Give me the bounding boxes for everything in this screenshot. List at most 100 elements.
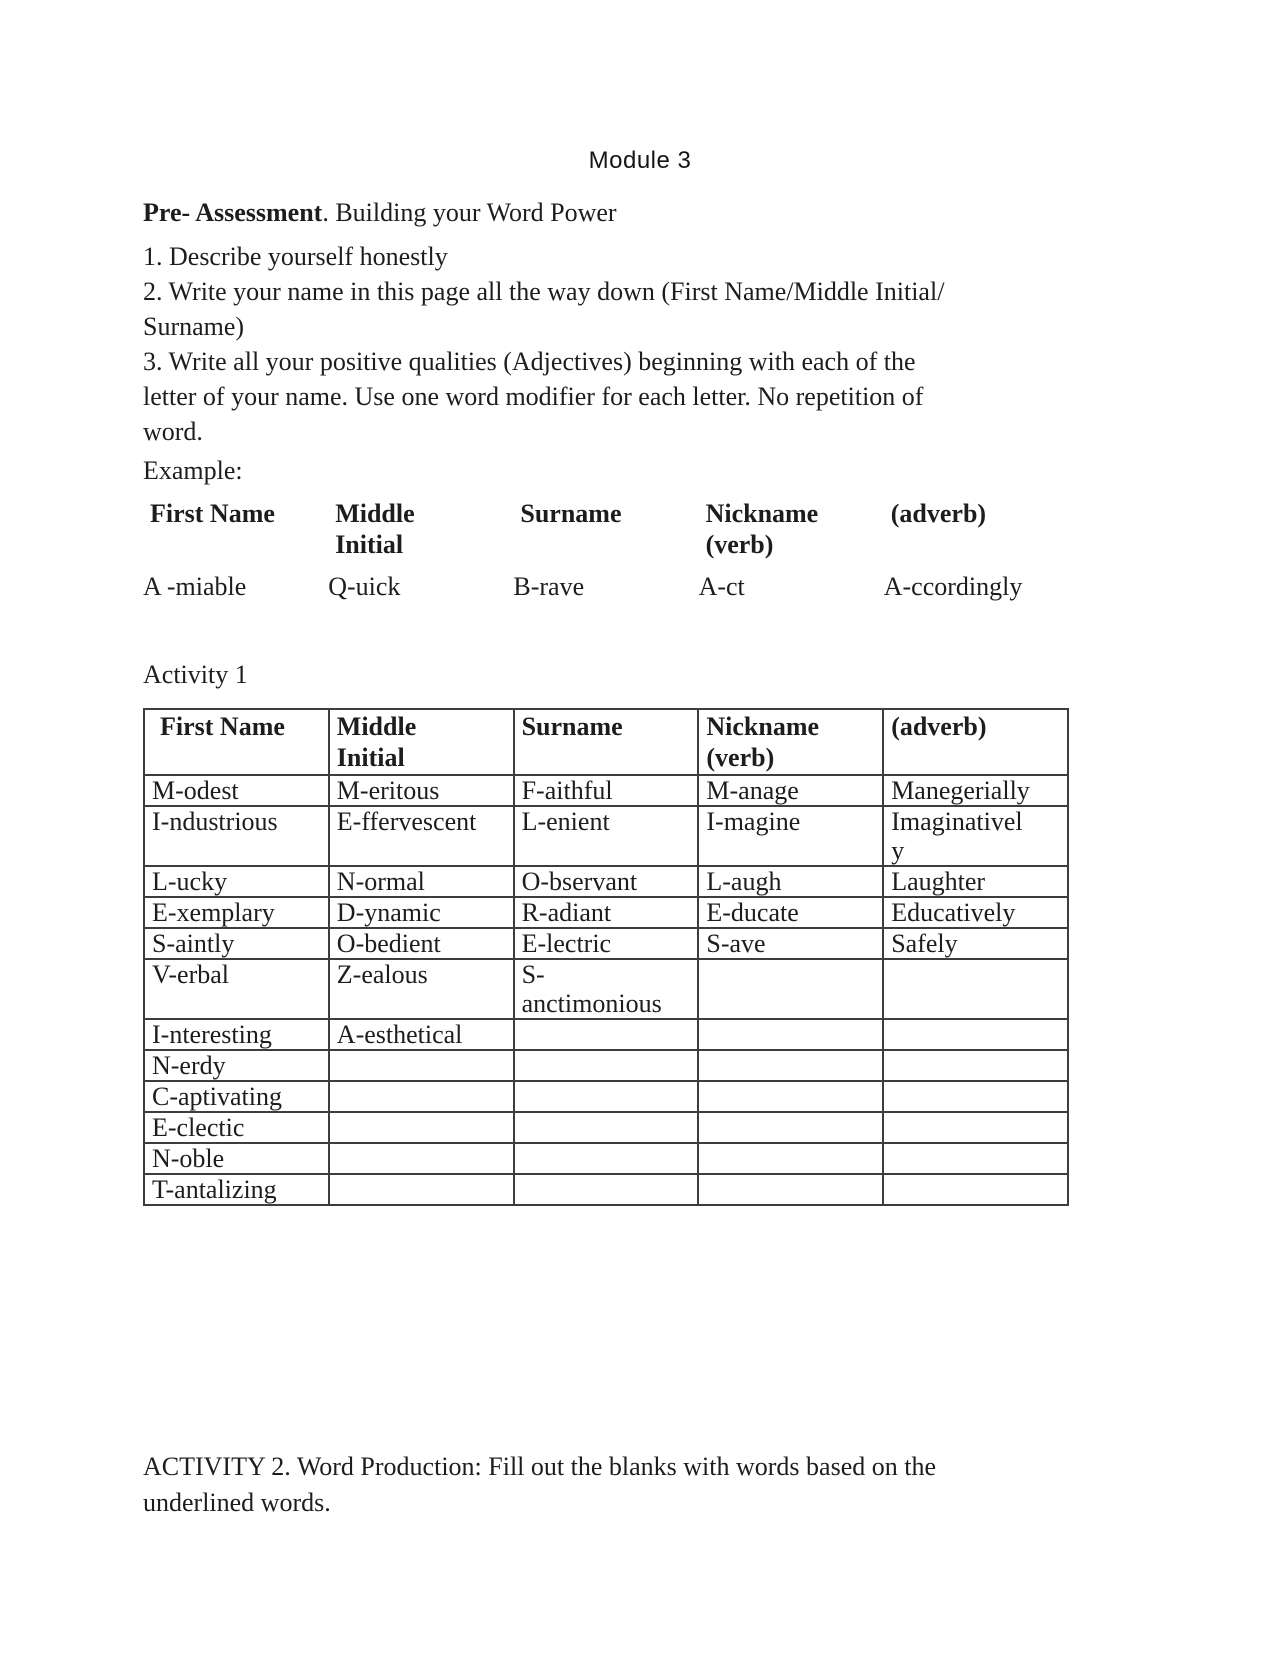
- example-header-row: First Name Middle Initial Surname Nickna…: [143, 498, 1069, 572]
- table-row: C-aptivating: [143, 1080, 1069, 1113]
- heading-rest-text: . Building your Word Power: [322, 198, 617, 227]
- table-cell: Imaginativel y: [882, 805, 1069, 867]
- activity1-header-row: First Name Middle Initial Surname Nickna…: [143, 708, 1069, 776]
- table-cell: Z-ealous: [327, 958, 515, 1020]
- document-page: Module 3 Pre- Assessment. Building your …: [143, 147, 1137, 1517]
- table-cell: E-clectic: [143, 1111, 330, 1144]
- column-header-adverb: (adverb): [882, 708, 1069, 776]
- table-cell: [697, 1111, 885, 1144]
- example-label: Example:: [143, 456, 243, 485]
- table-row: E-clectic: [143, 1111, 1069, 1144]
- table-cell: N-erdy: [143, 1049, 330, 1082]
- table-cell: E-ffervescent: [327, 805, 515, 867]
- table-cell: M-eritous: [327, 774, 515, 807]
- instruction-list: 1. Describe yourself honestly 2. Write y…: [143, 239, 1137, 449]
- table-cell: R-adiant: [512, 896, 700, 929]
- table-cell: [882, 1173, 1069, 1206]
- table-cell: [327, 1142, 515, 1175]
- example-cell-middle-initial: Q-uick: [328, 572, 401, 601]
- column-header-first-name: First Name: [143, 708, 330, 776]
- table-cell: [327, 1173, 515, 1206]
- table-cell: [882, 1080, 1069, 1113]
- example-cell-first-name: A -miable: [143, 572, 247, 601]
- table-cell: E-ducate: [697, 896, 885, 929]
- example-cell-adverb: A-ccordingly: [883, 572, 1023, 601]
- table-cell: Safely: [882, 927, 1069, 960]
- table-cell: E-xemplary: [143, 896, 330, 929]
- table-cell: [512, 1173, 700, 1206]
- table-cell: A-esthetical: [327, 1018, 515, 1051]
- table-row: N-oble: [143, 1142, 1069, 1175]
- heading-bold-text: Pre- Assessment: [143, 198, 323, 227]
- table-cell: [882, 1142, 1069, 1175]
- instruction-1: 1. Describe yourself honestly: [143, 242, 448, 271]
- table-cell: [512, 1111, 700, 1144]
- table-cell: [327, 1080, 515, 1113]
- example-cell-surname: B-rave: [513, 572, 585, 601]
- table-cell: M-anage: [697, 774, 885, 807]
- table-cell: L-enient: [512, 805, 700, 867]
- table-cell: M-odest: [143, 774, 330, 807]
- table-cell: [697, 1080, 885, 1113]
- activity2-instruction: ACTIVITY 2. Word Production: Fill out th…: [143, 1452, 936, 1517]
- activity1-label: Activity 1: [143, 660, 248, 689]
- example-cell-nickname: A-ct: [698, 572, 745, 601]
- table-cell: V-erbal: [143, 958, 330, 1020]
- table-cell: T-antalizing: [143, 1173, 330, 1206]
- table-cell: I-nteresting: [143, 1018, 330, 1051]
- table-cell: I-ndustrious: [143, 805, 330, 867]
- table-cell: N-ormal: [327, 865, 515, 898]
- column-header-nickname-verb: Nickname (verb): [697, 708, 885, 776]
- table-cell: F-aithful: [512, 774, 700, 807]
- table-cell: O-bservant: [512, 865, 700, 898]
- table-cell: [512, 1018, 700, 1051]
- table-cell: S-aintly: [143, 927, 330, 960]
- activity1-table: First Name Middle Initial Surname Nickna…: [143, 708, 1069, 1206]
- table-cell: S- anctimonious: [512, 958, 700, 1020]
- table-cell: S-ave: [697, 927, 885, 960]
- table-row: I-nteresting A-esthetical: [143, 1018, 1069, 1051]
- column-header-adverb: (adverb): [890, 499, 987, 528]
- table-cell: [882, 1049, 1069, 1082]
- table-cell: [882, 1018, 1069, 1051]
- example-data-row: A -miable Q-uick B-rave A-ct A-ccordingl…: [143, 572, 1069, 602]
- table-cell: [327, 1049, 515, 1082]
- table-cell: I-magine: [697, 805, 885, 867]
- table-cell: L-ucky: [143, 865, 330, 898]
- table-cell: [512, 1080, 700, 1113]
- table-row: E-xemplary D-ynamic R-adiant E-ducate Ed…: [143, 896, 1069, 929]
- column-header-surname: Surname: [520, 499, 622, 528]
- table-cell: [327, 1111, 515, 1144]
- table-cell: [882, 1111, 1069, 1144]
- column-header-first-name: First Name: [150, 499, 275, 528]
- table-row: S-aintly O-bedient E-lectric S-ave Safel…: [143, 927, 1069, 960]
- instruction-2: 2. Write your name in this page all the …: [143, 277, 945, 341]
- column-header-middle-initial: Middle Initial: [327, 708, 515, 776]
- table-cell: [512, 1049, 700, 1082]
- table-cell: [697, 1142, 885, 1175]
- table-cell: Manegerially: [882, 774, 1069, 807]
- instruction-3: 3. Write all your positive qualities (Ad…: [143, 347, 924, 446]
- table-cell: [697, 1173, 885, 1206]
- table-cell: Laughter: [882, 865, 1069, 898]
- table-cell: E-lectric: [512, 927, 700, 960]
- table-cell: Educatively: [882, 896, 1069, 929]
- table-row: M-odest M-eritous F-aithful M-anage Mane…: [143, 774, 1069, 807]
- table-cell: [697, 1018, 885, 1051]
- pre-assessment-heading: Pre- Assessment. Building your Word Powe…: [143, 195, 1137, 231]
- example-table: First Name Middle Initial Surname Nickna…: [143, 498, 1069, 602]
- table-row: N-erdy: [143, 1049, 1069, 1082]
- table-cell: N-oble: [143, 1142, 330, 1175]
- page-title: Module 3: [588, 147, 692, 174]
- table-cell: L-augh: [697, 865, 885, 898]
- table-row: V-erbal Z-ealous S- anctimonious: [143, 958, 1069, 1020]
- table-cell: D-ynamic: [327, 896, 515, 929]
- table-cell: [512, 1142, 700, 1175]
- table-cell: [697, 1049, 885, 1082]
- table-cell: O-bedient: [327, 927, 515, 960]
- table-row: T-antalizing: [143, 1173, 1069, 1206]
- table-cell: [697, 958, 885, 1020]
- table-row: I-ndustrious E-ffervescent L-enient I-ma…: [143, 805, 1069, 867]
- column-header-surname: Surname: [512, 708, 700, 776]
- table-row: L-ucky N-ormal O-bservant L-augh Laughte…: [143, 865, 1069, 898]
